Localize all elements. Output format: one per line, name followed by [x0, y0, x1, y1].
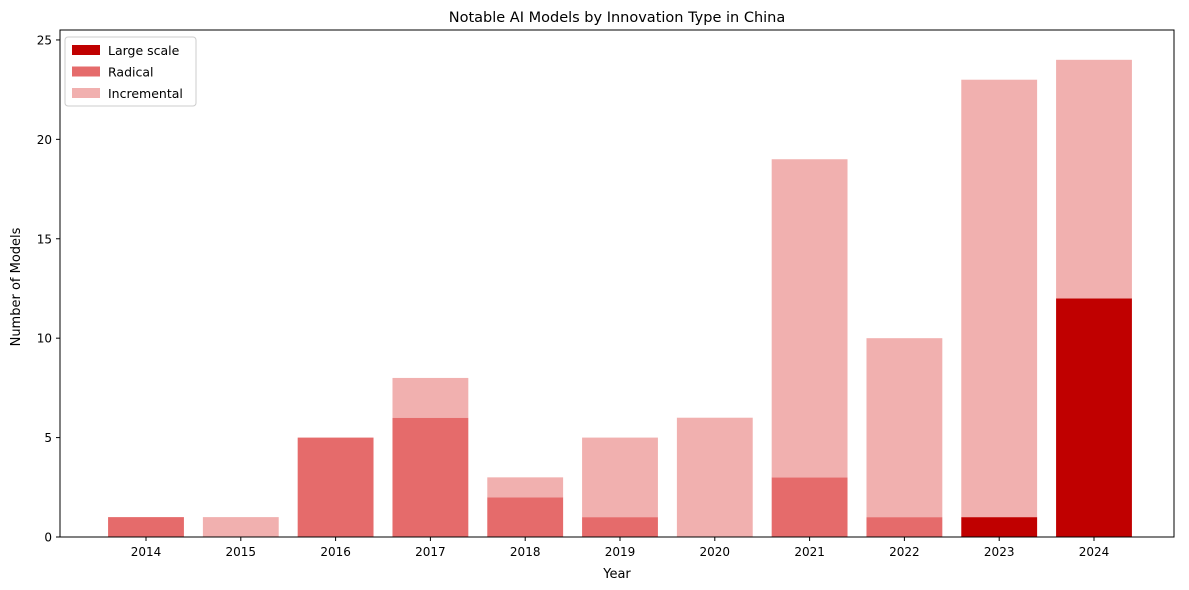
bar-radical-2014	[108, 517, 184, 537]
x-tick-label: 2019	[605, 545, 636, 559]
legend-label-incremental: Incremental	[108, 86, 183, 101]
y-tick-label: 20	[37, 133, 52, 147]
x-tick-label: 2016	[320, 545, 351, 559]
x-tick-label: 2020	[700, 545, 731, 559]
x-tick-label: 2024	[1079, 545, 1110, 559]
bar-radical-2021	[771, 477, 848, 537]
bar-large-scale-2024	[1056, 298, 1132, 537]
bar-incremental-2022	[866, 338, 943, 518]
legend-swatch-incremental	[72, 88, 100, 98]
x-axis-label: Year	[602, 567, 631, 582]
plot-area: 2014 2015 2016 2017 2018 2019 2020 2021 2022 2023…	[37, 29, 1175, 559]
x-tick-label: 2022	[889, 545, 920, 559]
bar-radical-2017	[392, 417, 469, 537]
bar-incremental-2015	[202, 517, 279, 537]
bar-incremental-2018	[487, 477, 564, 498]
bar-radical-2018	[487, 497, 564, 537]
legend-swatch-radical	[72, 66, 100, 77]
y-tick-label: 5	[44, 431, 52, 445]
legend-label-radical: Radical	[108, 65, 153, 80]
x-tick-label: 2017	[415, 545, 446, 559]
bar-radical-2016	[297, 437, 374, 537]
y-tick-label: 25	[37, 33, 52, 47]
chart-title: Notable AI Models by Innovation Type in …	[449, 10, 786, 26]
plot-frame	[59, 29, 1175, 538]
legend: Large scale Radical Incremental	[64, 36, 197, 107]
legend-label-large-scale: Large scale	[108, 43, 180, 58]
y-tick-label: 15	[37, 232, 52, 246]
y-tick-label: 10	[37, 332, 52, 346]
bar-incremental-2017	[392, 377, 469, 418]
y-axis-label: Number of Models	[9, 227, 24, 346]
y-tick-label: 0	[44, 531, 52, 545]
x-tick-label: 2014	[131, 545, 162, 559]
bar-radical-2019	[582, 517, 658, 537]
x-tick-label: 2015	[226, 545, 257, 559]
bar-incremental-2019	[582, 437, 658, 518]
bar-incremental-2020	[676, 417, 753, 537]
bar-incremental-2023	[961, 79, 1038, 518]
x-tick-label: 2023	[984, 545, 1015, 559]
bar-radical-2022	[866, 517, 943, 537]
legend-swatch-large-scale	[72, 45, 100, 55]
x-tick-label: 2018	[510, 545, 541, 559]
bar-incremental-2024	[1056, 59, 1132, 299]
bar-large-scale-2023	[961, 517, 1038, 537]
bar-incremental-2021	[771, 159, 848, 478]
x-tick-label: 2021	[794, 545, 825, 559]
